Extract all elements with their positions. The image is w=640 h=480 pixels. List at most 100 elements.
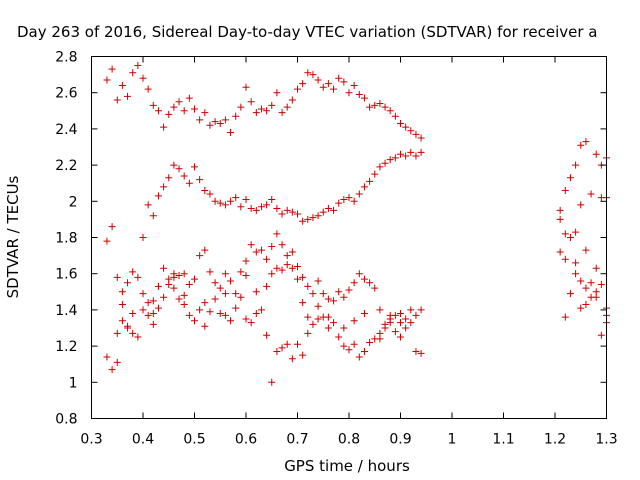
data-point — [324, 313, 332, 321]
data-point — [273, 348, 281, 356]
x-tick-label: 0.3 — [80, 432, 102, 448]
data-point — [118, 288, 126, 296]
data-point — [247, 205, 255, 213]
data-point — [561, 230, 569, 238]
data-point — [129, 69, 137, 77]
data-point — [242, 315, 250, 323]
data-point — [360, 94, 368, 102]
data-point — [294, 275, 301, 283]
y-tick-label: 1.4 — [55, 303, 77, 319]
data-point — [324, 324, 332, 332]
data-point — [288, 355, 296, 363]
x-tick-label: 0.5 — [183, 432, 205, 448]
data-point — [247, 98, 255, 106]
data-point — [397, 119, 404, 127]
data-point — [144, 311, 152, 319]
data-point — [263, 201, 271, 209]
data-point — [350, 197, 358, 205]
data-point — [113, 273, 121, 281]
data-point — [175, 165, 183, 173]
data-point — [340, 293, 348, 301]
data-point — [417, 306, 425, 314]
y-tick-label: 2.4 — [55, 122, 77, 138]
data-point — [268, 101, 276, 109]
data-point — [402, 315, 410, 323]
data-point — [566, 290, 574, 298]
data-point — [360, 275, 368, 283]
data-point — [299, 80, 307, 88]
data-point — [149, 212, 157, 220]
data-point — [417, 349, 425, 357]
data-point — [561, 186, 569, 194]
data-point — [376, 163, 384, 171]
data-point — [252, 109, 260, 117]
x-tick-label: 0.7 — [286, 432, 308, 448]
data-point — [335, 333, 343, 341]
data-point — [263, 255, 271, 263]
data-point — [180, 172, 188, 180]
x-tick-label: 1.1 — [492, 432, 514, 448]
data-point — [283, 252, 291, 260]
y-axis-title: SDTVAR / TECUs — [4, 175, 22, 298]
data-point — [273, 89, 281, 97]
data-point — [103, 76, 111, 84]
data-point — [170, 273, 178, 281]
data-point — [561, 255, 569, 263]
plot-frame — [91, 56, 607, 419]
x-tick-label: 1 — [448, 432, 457, 448]
data-point — [242, 195, 250, 203]
data-point — [221, 116, 229, 124]
data-point — [412, 152, 420, 160]
data-point — [386, 319, 394, 327]
data-point — [185, 311, 193, 319]
data-point — [299, 273, 307, 281]
data-point — [278, 266, 286, 274]
data-point — [252, 310, 260, 318]
data-point — [412, 348, 420, 356]
data-point — [191, 163, 198, 171]
data-point — [273, 264, 281, 272]
data-point — [124, 279, 132, 287]
data-point — [268, 243, 276, 251]
data-point — [592, 150, 600, 158]
data-point — [376, 335, 384, 343]
data-point — [556, 248, 564, 256]
data-point — [577, 141, 585, 149]
data-point — [221, 270, 229, 278]
data-point — [278, 109, 286, 117]
data-point — [324, 205, 332, 213]
data-point — [273, 205, 281, 213]
data-point — [386, 107, 394, 115]
data-point — [407, 306, 415, 314]
data-point — [340, 342, 348, 350]
data-point — [113, 96, 121, 104]
data-point — [237, 268, 245, 276]
data-point — [129, 310, 137, 318]
data-point — [201, 299, 209, 307]
data-point — [582, 138, 590, 146]
data-point — [319, 290, 327, 298]
x-tick-label: 1.2 — [544, 432, 566, 448]
data-point — [149, 320, 157, 328]
data-point — [139, 234, 147, 241]
data-point — [201, 109, 209, 117]
data-point — [268, 270, 276, 278]
data-point — [407, 148, 415, 156]
data-point — [221, 290, 229, 298]
y-tick-label: 0.8 — [55, 412, 77, 428]
data-point — [335, 199, 343, 207]
data-point — [216, 119, 224, 127]
data-point — [577, 304, 585, 312]
data-point — [165, 110, 173, 118]
data-point — [154, 304, 162, 312]
data-point — [108, 65, 116, 73]
data-point — [592, 264, 600, 272]
data-point — [417, 134, 425, 142]
x-axis-title: GPS time / hours — [284, 457, 410, 475]
data-point — [283, 103, 291, 111]
data-point — [314, 277, 322, 285]
data-point — [566, 174, 574, 182]
data-point — [391, 328, 399, 336]
data-point — [242, 257, 250, 265]
data-point — [278, 241, 286, 249]
